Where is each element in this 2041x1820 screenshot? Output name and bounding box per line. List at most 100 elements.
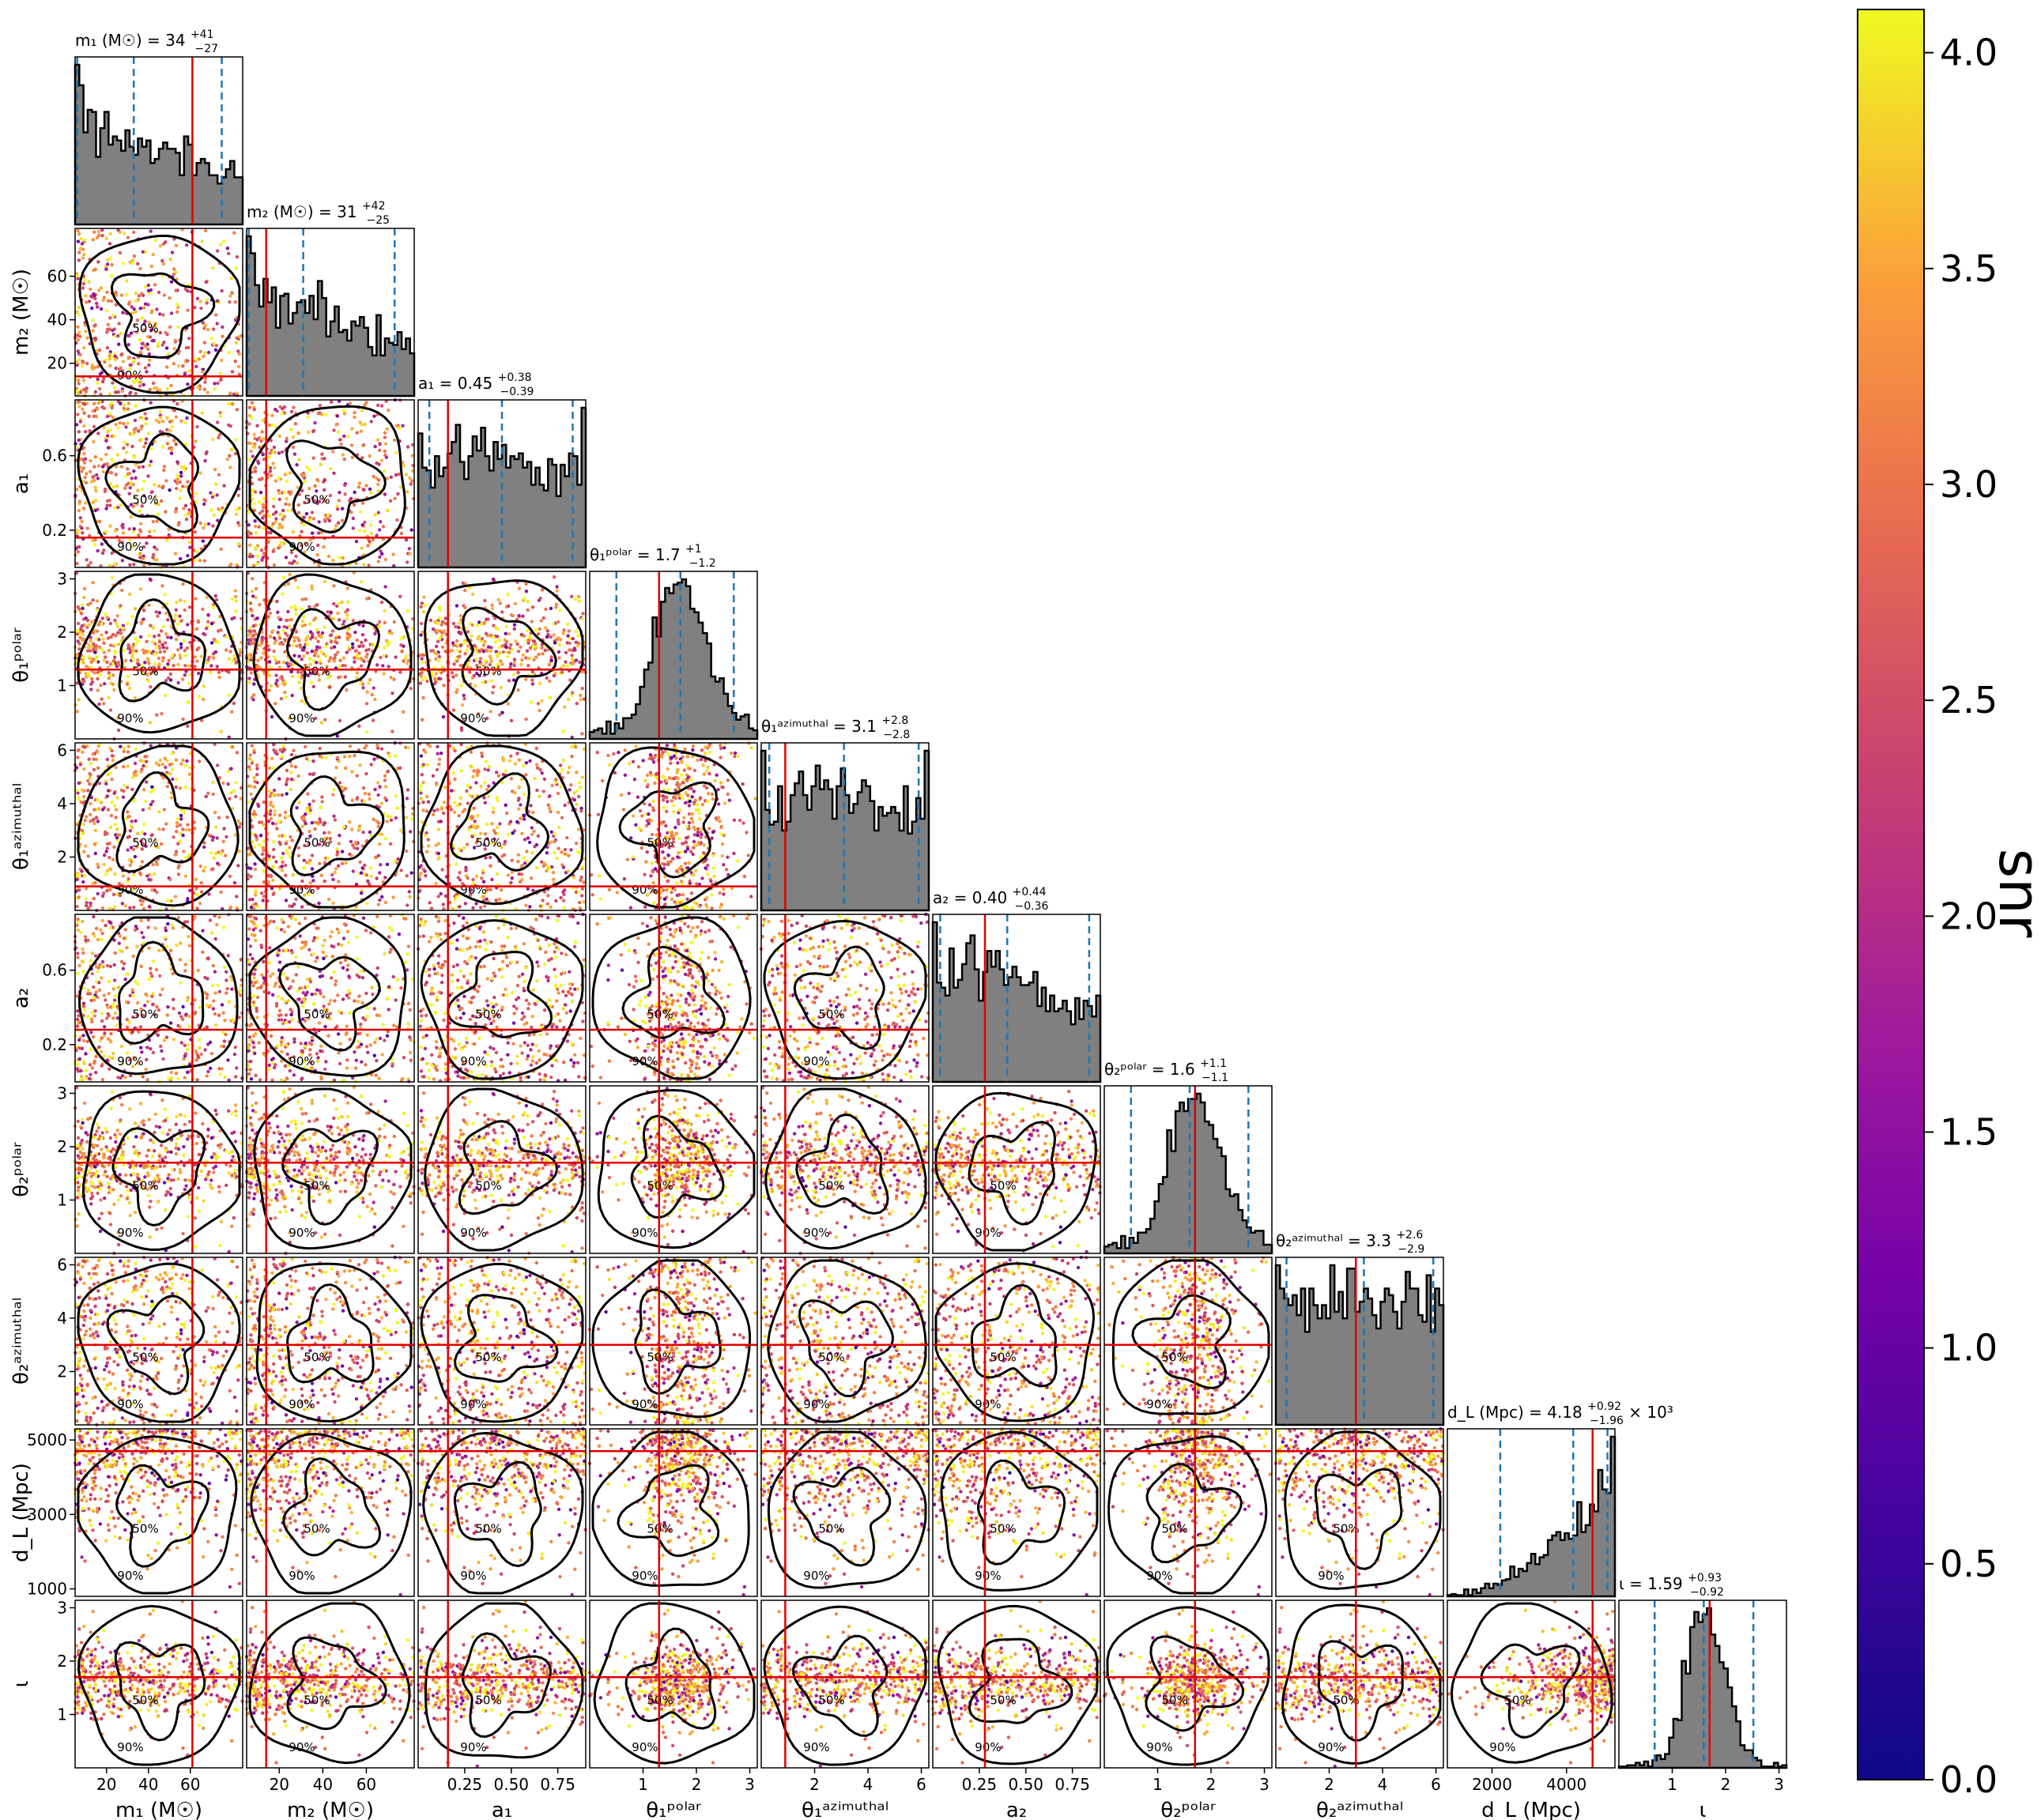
scatter-point [262,458,266,461]
scatter-point [439,630,442,633]
scatter-point [280,756,283,759]
scatter-point [255,767,258,771]
scatter-point [222,239,225,243]
scatter-point [132,456,135,459]
scatter-point [456,650,459,653]
scatter-point [158,640,161,643]
scatter-point [194,878,198,881]
scatter-point [247,523,251,526]
scatter-point [128,651,131,654]
scatter-point [162,242,165,245]
scatter-point [528,657,531,660]
scatter-point [290,410,293,413]
scatter-point [318,862,321,865]
scatter-point [174,511,177,514]
scatter-point [194,365,198,368]
scatter-point [375,663,379,666]
scatter-point [195,660,198,663]
scatter-point [284,874,287,877]
scatter-point [84,430,87,433]
scatter-point [132,651,135,654]
scatter-point [557,656,560,659]
scatter-point [76,756,79,759]
scatter-point [171,768,174,771]
scatter-point [476,637,479,640]
scatter-point [149,685,152,688]
scatter-point [77,405,81,408]
scatter-point [291,675,294,678]
scatter-point [349,497,353,500]
scatter-point [131,262,134,265]
scatter-point [235,609,238,612]
scatter-point [342,409,345,413]
scatter-point [126,683,129,686]
scatter-point [342,656,345,659]
scatter-point [281,852,285,855]
scatter-point [98,646,101,649]
scatter-point [331,450,334,453]
scatter-point [235,513,238,516]
scatter-point [302,866,305,869]
scatter-point [128,815,131,818]
scatter-point [216,763,219,767]
scatter-point [287,662,290,665]
scatter-point [360,430,363,433]
scatter-point [239,648,242,651]
scatter-point [132,906,135,909]
scatter-point [379,863,382,866]
scatter-point [126,647,130,650]
scatter-point [492,578,495,581]
scatter-point [81,256,85,259]
scatter-point [273,809,276,812]
scatter-point [439,609,442,612]
scatter-point [108,856,111,859]
scatter-point [126,750,130,753]
scatter-point [95,637,98,640]
scatter-point [421,696,424,699]
scatter-point [126,675,129,678]
scatter-point [330,646,333,650]
scatter-point [213,811,217,814]
panel-a1-a1: a₁ = 0.45 +0.38 −0.39 [418,371,586,567]
scatter-point [288,573,291,576]
scatter-point [106,499,109,503]
scatter-point [224,648,228,651]
scatter-point [336,650,339,654]
scatter-point [104,453,108,456]
panel-theta1_polar-theta1_polar: θ₁ᵖᵒˡᵃʳ = 1.7 +1 −1.2 [590,543,757,739]
scatter-point [270,715,274,718]
scatter-point [255,835,258,838]
scatter-point [106,758,109,761]
scatter-point [88,758,91,761]
scatter-point [126,236,130,239]
scatter-point [254,596,257,599]
scatter-point [269,874,272,877]
scatter-point [101,616,104,620]
scatter-point [193,827,196,830]
scatter-point [388,641,391,644]
scatter-point [580,732,583,735]
scatter-point [391,552,394,556]
scatter-point [576,644,579,647]
scatter-point [494,640,497,643]
scatter-point [195,906,198,910]
scatter-point [254,490,257,493]
scatter-point [84,330,87,333]
scatter-point [234,589,237,592]
scatter-point [459,644,462,647]
scatter-point [249,608,252,611]
scatter-point [218,729,221,733]
scatter-point [141,764,145,767]
scatter-point [419,681,422,684]
scatter-point [277,820,281,823]
scatter-point [109,257,112,260]
contour-label-90: 90% [117,540,143,554]
scatter-point [82,424,85,428]
scatter-point [278,636,281,639]
scatter-point [441,646,444,649]
scatter-point [117,642,120,646]
scatter-point [281,750,284,753]
scatter-point [111,416,115,419]
scatter-point [335,853,338,856]
scatter-point [231,659,234,662]
